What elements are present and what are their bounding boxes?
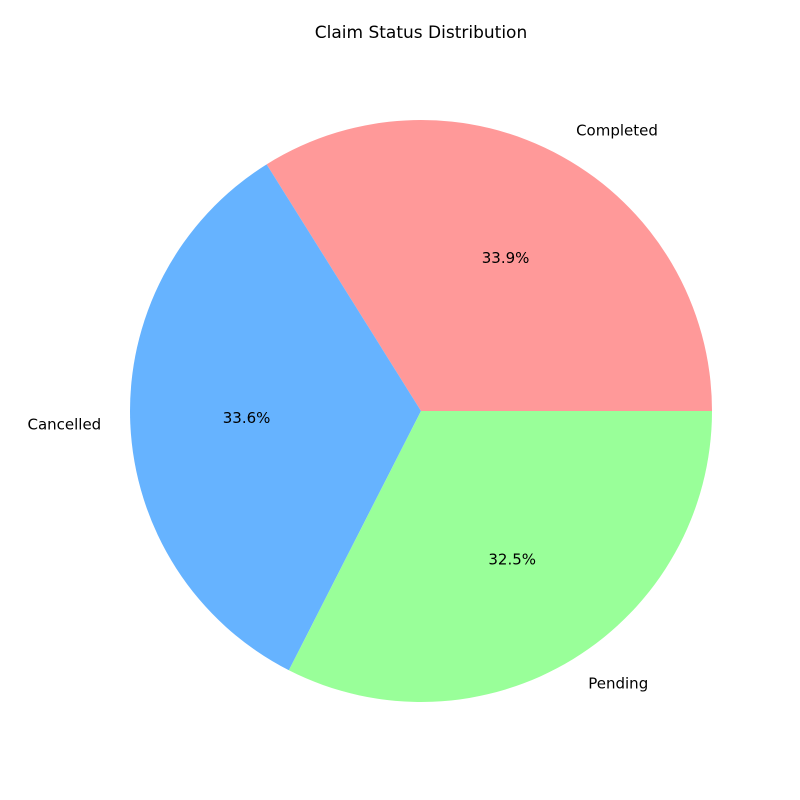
chart-title: Claim Status Distribution [315,23,527,43]
pie-slice-completed [266,120,712,411]
slice-label-pending: Pending [588,674,648,692]
pct-label-cancelled: 33.6% [223,409,271,427]
pie-slices [130,120,712,702]
pie-labels: Completed 33.9% Cancelled 33.6% Pending 32.5% [27,121,657,692]
pct-label-pending: 32.5% [488,550,536,568]
slice-label-cancelled: Cancelled [27,416,101,434]
pct-label-completed: 33.9% [482,249,530,267]
slice-label-completed: Completed [576,121,658,139]
pie-slice-cancelled [130,164,422,671]
pie-slice-pending [288,411,712,702]
